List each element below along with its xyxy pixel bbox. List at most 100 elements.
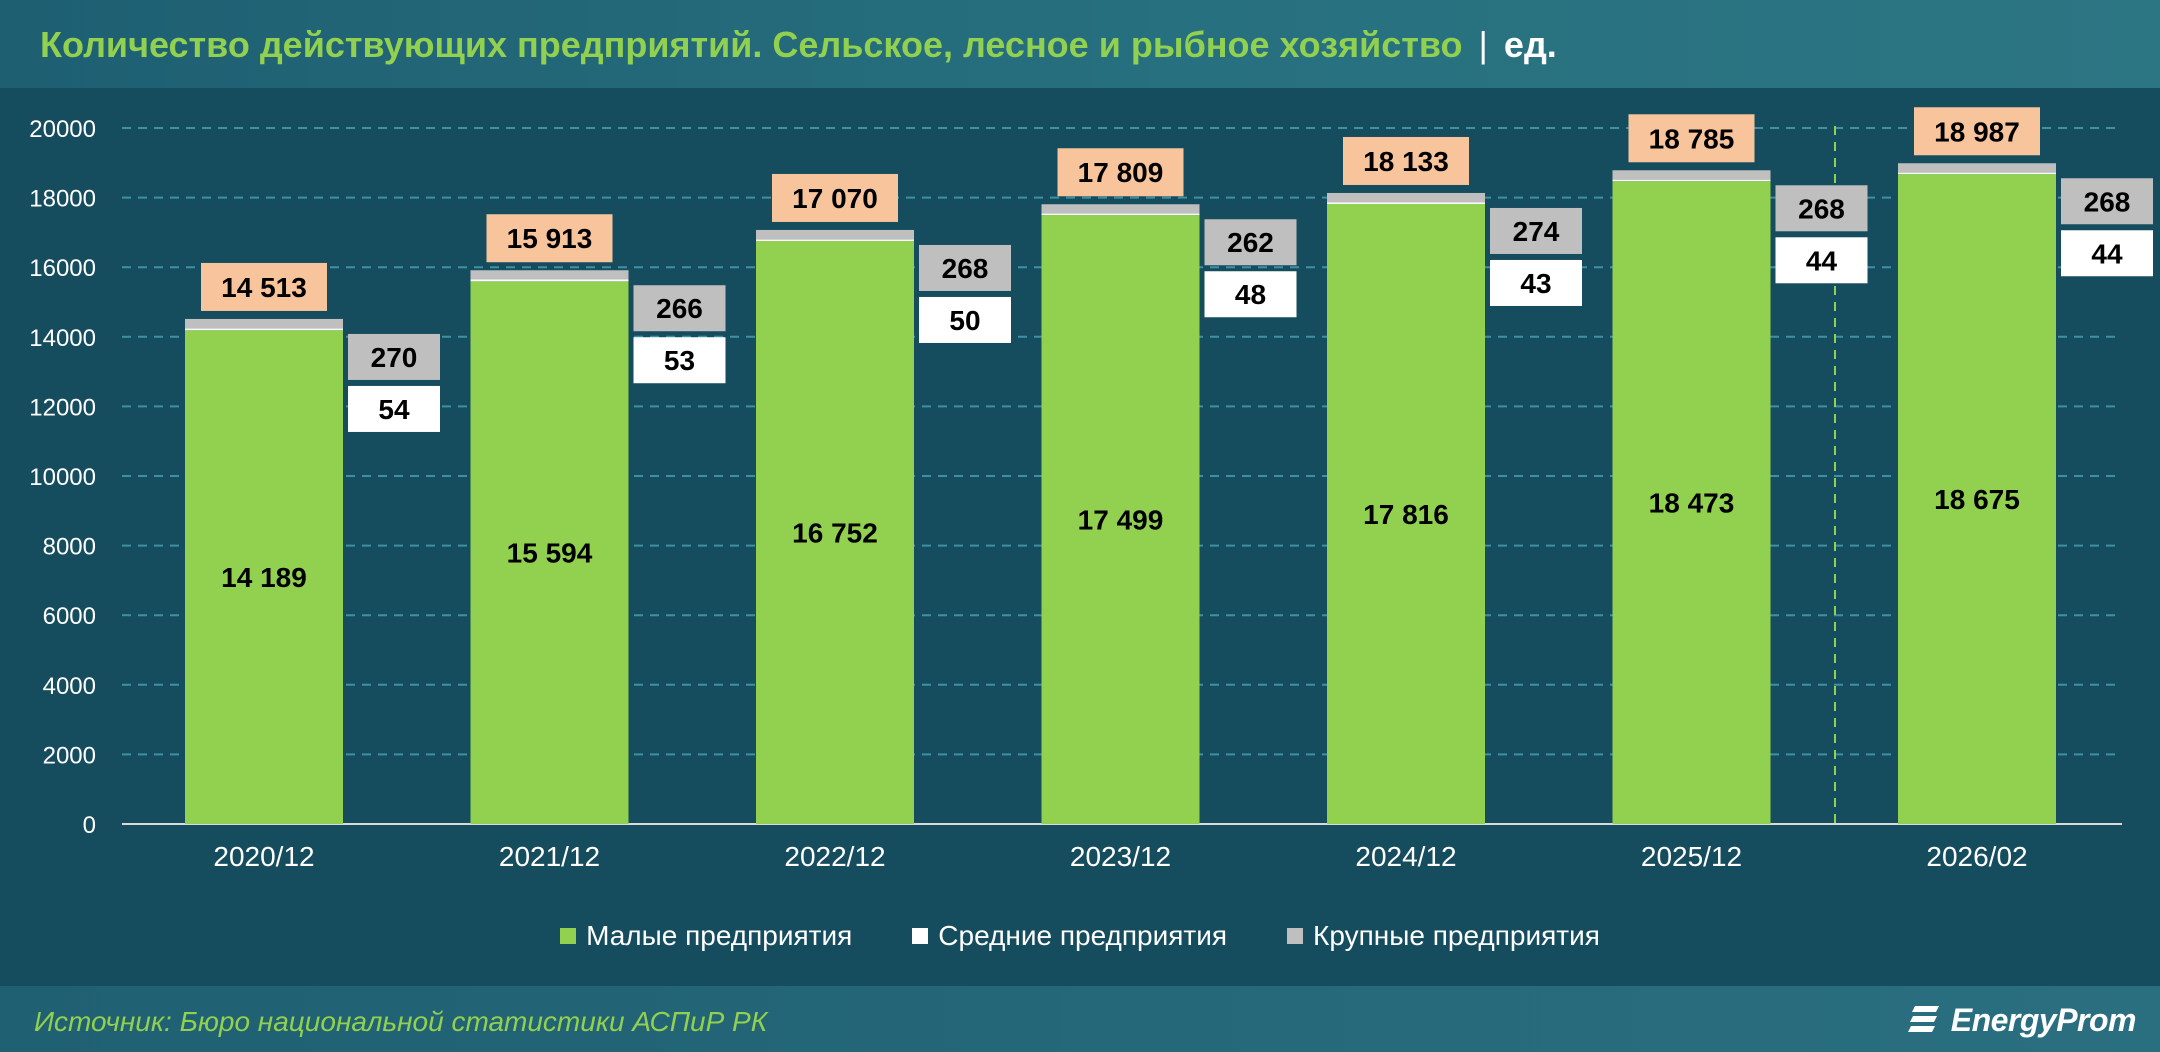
bar-small (1041, 215, 1200, 824)
bar-large (756, 229, 914, 240)
chart-title: Количество действующих предприятий. Сель… (40, 24, 1557, 66)
x-category-label: 2022/12 (784, 841, 885, 872)
total-label-box (1628, 114, 1755, 163)
legend-item-large: Крупные предприятия (1287, 920, 1600, 952)
energyprom-logo: EnergyProm (1907, 998, 2137, 1042)
y-tick-label: 20000 (29, 116, 96, 143)
medium-label-box (1204, 271, 1297, 318)
y-tick-label: 6000 (43, 603, 96, 630)
legend-item-medium: Средние предприятия (912, 920, 1227, 952)
large-label-box (919, 244, 1011, 291)
chart-footer: Источник: Бюро национальной статистики А… (0, 986, 2160, 1052)
bar-small (756, 241, 914, 824)
bar-medium (1612, 179, 1771, 182)
large-label-box (1204, 219, 1297, 266)
x-category-label: 2021/12 (499, 841, 600, 872)
bar-small-label: 17 499 (1078, 505, 1164, 536)
chart-legend: Малые предприятия Средние предприятия Кр… (0, 920, 2160, 952)
large-value-label: 266 (656, 293, 703, 324)
y-tick-label: 2000 (43, 742, 96, 769)
y-tick-label: 8000 (43, 534, 96, 561)
y-tick-label: 16000 (29, 255, 96, 282)
unit-label: ед. (1503, 24, 1557, 65)
large-label-box (633, 285, 726, 332)
bar-medium (1041, 213, 1200, 216)
x-category-label: 2020/12 (213, 841, 314, 872)
title-separator: | (1478, 24, 1488, 65)
bar-small (470, 281, 629, 824)
total-label: 18 987 (1934, 116, 2020, 147)
total-label-box (486, 214, 613, 263)
bar-medium (185, 328, 343, 331)
bar-chart: 0 2000 4000 6000 8000 10000 12000 14000 16000 180… (29, 107, 2153, 872)
large-label-box (348, 333, 440, 380)
bar-medium (1327, 202, 1485, 205)
bar-large (470, 270, 629, 280)
total-label-box (1914, 107, 2040, 156)
bar-small-label: 15 594 (507, 538, 593, 569)
legend-item-small: Малые предприятия (560, 920, 852, 952)
x-category-label: 2024/12 (1355, 841, 1456, 872)
bar-medium (1898, 172, 2056, 175)
legend-swatch-medium (912, 928, 929, 944)
bar-small-label: 18 675 (1934, 484, 2020, 515)
bar-large (1612, 170, 1771, 180)
medium-label-box (1775, 237, 1868, 284)
total-label: 18 133 (1363, 146, 1449, 177)
bar-large (1898, 163, 2056, 173)
chart-title-text: Количество действующих предприятий. Сель… (40, 24, 1463, 65)
medium-value-label: 44 (2091, 238, 2123, 269)
energyprom-logo-icon (1907, 1006, 1939, 1032)
medium-value-label: 48 (1235, 279, 1266, 310)
y-tick-label: 14000 (29, 325, 96, 352)
x-category-label: 2025/12 (1641, 841, 1742, 872)
medium-label-box (348, 385, 440, 432)
logo-text: EnergyProm (1950, 1001, 2137, 1038)
large-value-label: 270 (371, 342, 418, 373)
medium-value-label: 44 (1806, 245, 1838, 276)
large-value-label: 268 (1798, 193, 1845, 224)
large-label-box (2061, 178, 2153, 225)
bar-large (1041, 204, 1200, 214)
bar-medium (756, 239, 914, 242)
legend-label-small: Малые предприятия (586, 920, 853, 951)
bar-small-label: 18 473 (1649, 488, 1735, 519)
medium-label-box (919, 296, 1011, 343)
large-label-box (1490, 207, 1582, 254)
medium-value-label: 53 (664, 345, 695, 376)
y-tick-label: 12000 (29, 394, 96, 421)
total-label-box (1057, 148, 1184, 197)
bar-large (185, 318, 343, 329)
chart-header: Количество действующих предприятий. Сель… (0, 0, 2160, 88)
medium-value-label: 54 (378, 394, 410, 425)
large-value-label: 268 (2084, 186, 2131, 217)
large-value-label: 274 (1513, 216, 1560, 247)
legend-label-large: Крупные предприятия (1313, 920, 1600, 951)
legend-swatch-small (560, 928, 577, 944)
total-label-box (1343, 136, 1469, 185)
bar-small (1327, 204, 1485, 825)
large-label-box (1775, 185, 1868, 232)
medium-label-box (2061, 230, 2153, 277)
medium-value-label: 43 (1520, 268, 1551, 299)
y-tick-label: 0 (83, 812, 96, 839)
total-label: 18 785 (1649, 123, 1735, 154)
legend-label-medium: Средние предприятия (938, 920, 1228, 951)
y-tick-label: 4000 (43, 673, 96, 700)
medium-value-label: 50 (949, 305, 980, 336)
x-category-label: 2026/02 (1926, 841, 2027, 872)
total-label-box (201, 262, 327, 311)
large-value-label: 268 (942, 253, 989, 284)
y-tick-label: 10000 (29, 464, 96, 491)
x-category-label: 2023/12 (1070, 841, 1171, 872)
legend-swatch-large (1287, 928, 1304, 944)
bar-small (185, 330, 343, 824)
bar-small-label: 17 816 (1363, 499, 1449, 530)
bar-large (1327, 192, 1485, 203)
y-tick-label: 18000 (29, 186, 96, 213)
medium-label-box (1490, 259, 1582, 306)
total-label: 15 913 (507, 223, 593, 254)
total-label: 14 513 (221, 272, 307, 303)
bar-small-label: 14 189 (221, 562, 307, 593)
bar-small (1898, 174, 2056, 825)
